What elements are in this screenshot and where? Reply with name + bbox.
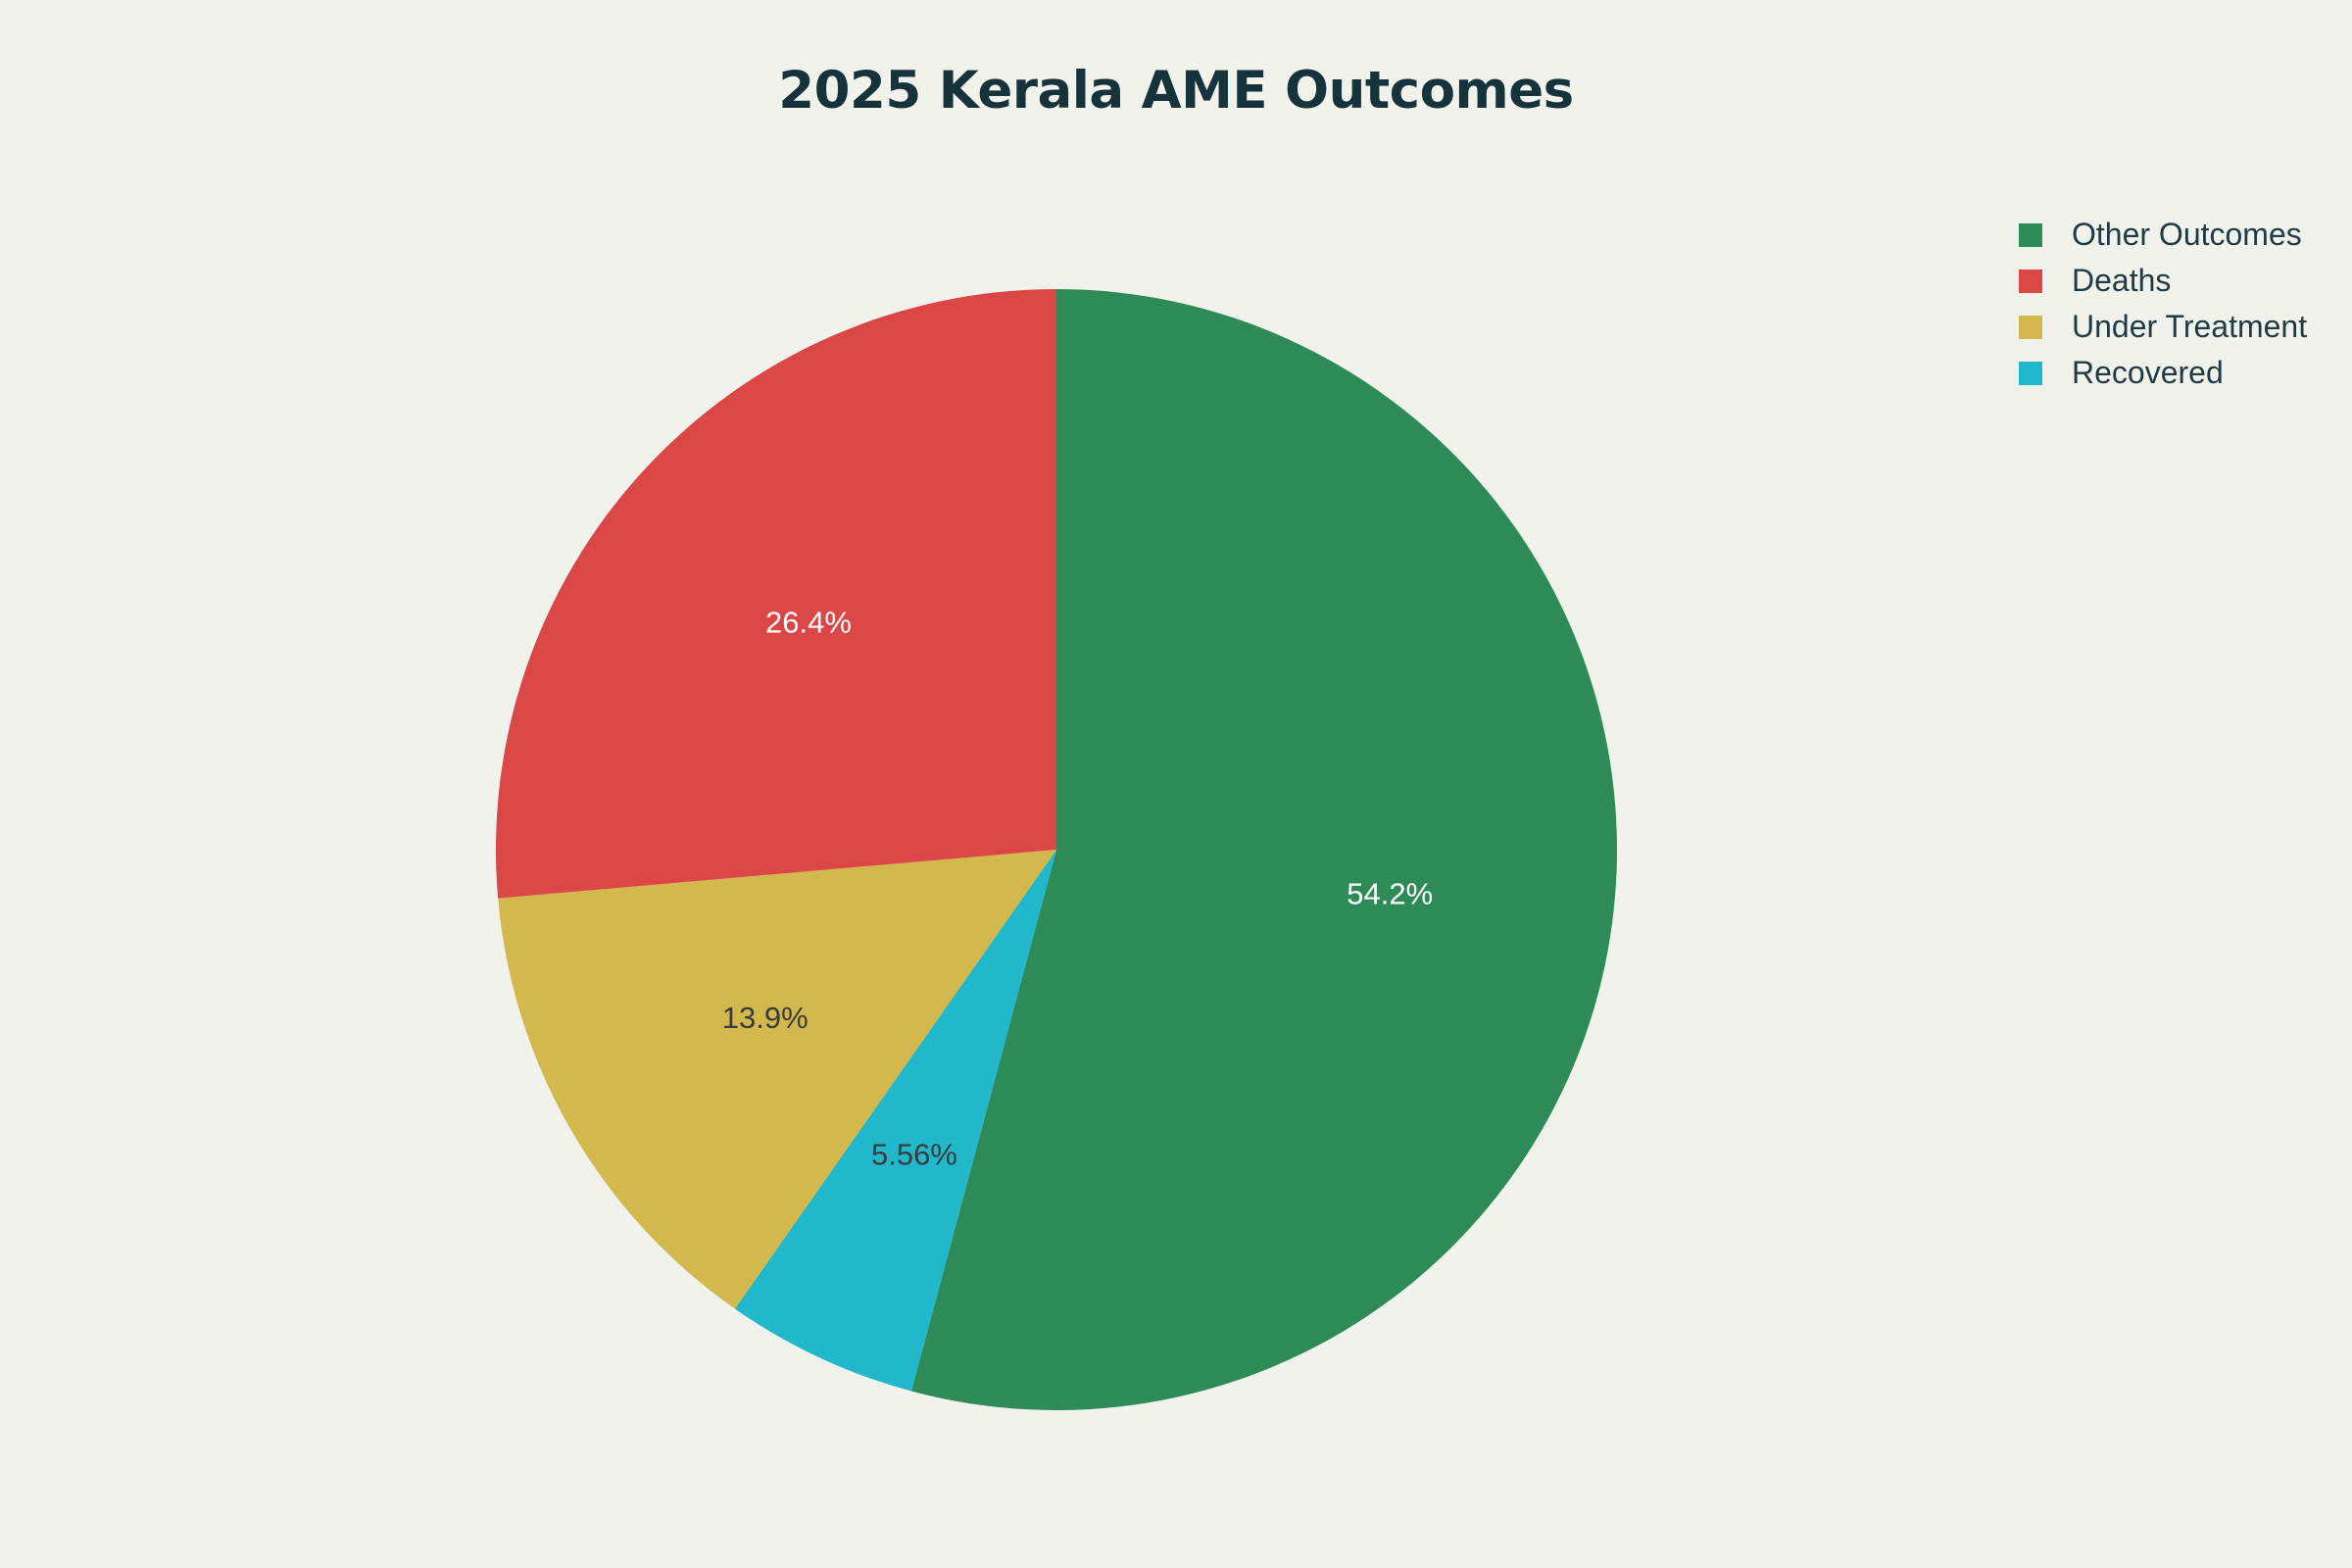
legend-label: Under Treatment [2072,309,2308,344]
pie-slice-labels: 54.2% 5.56% 13.9% 26.4% [722,606,1433,1172]
legend-label: Recovered [2072,355,2224,390]
slice-label-other-outcomes: 54.2% [1347,876,1433,910]
pie-slices [495,288,1617,1410]
legend-swatch [2019,269,2042,293]
legend-item-other-outcomes[interactable]: Other Outcomes [2019,212,2307,258]
legend-item-under-treatment[interactable]: Under Treatment [2019,304,2307,350]
legend-swatch [2019,222,2042,247]
legend-label: Deaths [2072,263,2172,298]
pie-slice-deaths[interactable] [495,288,1056,899]
legend-swatch [2019,315,2042,339]
legend-swatch [2019,361,2042,385]
pie-slice-recovered[interactable] [734,850,1056,1392]
legend-label: Other Outcomes [2072,217,2302,252]
pie-slice-under-treatment[interactable] [498,850,1056,1309]
legend: Other Outcomes Deaths Under Treatment Re… [2019,212,2307,396]
pie-slice-other-outcomes[interactable] [910,289,1617,1410]
chart-title: 2025 Kerala AME Outcomes [778,61,1574,121]
legend-item-deaths[interactable]: Deaths [2019,258,2307,304]
legend-item-recovered[interactable]: Recovered [2019,350,2307,396]
slice-label-deaths: 26.4% [765,606,852,640]
slice-label-recovered: 5.56% [871,1138,957,1172]
slice-label-under-treatment: 13.9% [722,1001,808,1035]
